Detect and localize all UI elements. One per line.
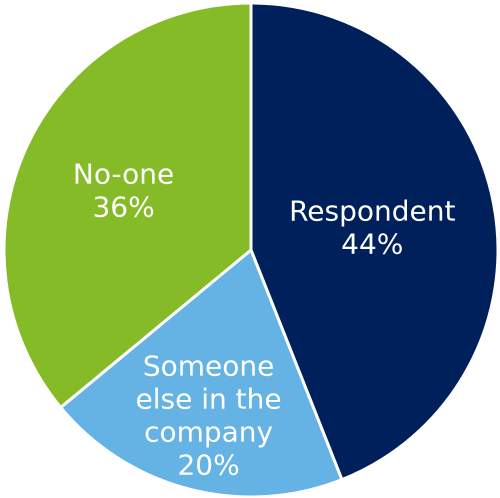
slice-category-label: No-one [73,158,174,191]
slice-value-label: 20% [177,449,239,482]
slice-value-label: 36% [92,191,154,224]
pie-labels: Respondent 44% Someone else in the company 20… [73,158,456,482]
pie-slice [2,1,253,409]
pie-slice [59,248,344,498]
slice-category-label: Someone [143,350,275,383]
pie-data-label: No-one 36% [73,158,174,224]
slice-category-label: company [144,416,273,449]
pie-data-label: Someone else in the company 20% [136,350,282,482]
slice-value-label: 44% [341,227,403,260]
slice-category-label: else in the [136,383,282,416]
slice-category-label: Respondent [289,194,455,227]
pie-slice [249,1,500,482]
pie-data-label: Respondent 44% [289,194,455,260]
